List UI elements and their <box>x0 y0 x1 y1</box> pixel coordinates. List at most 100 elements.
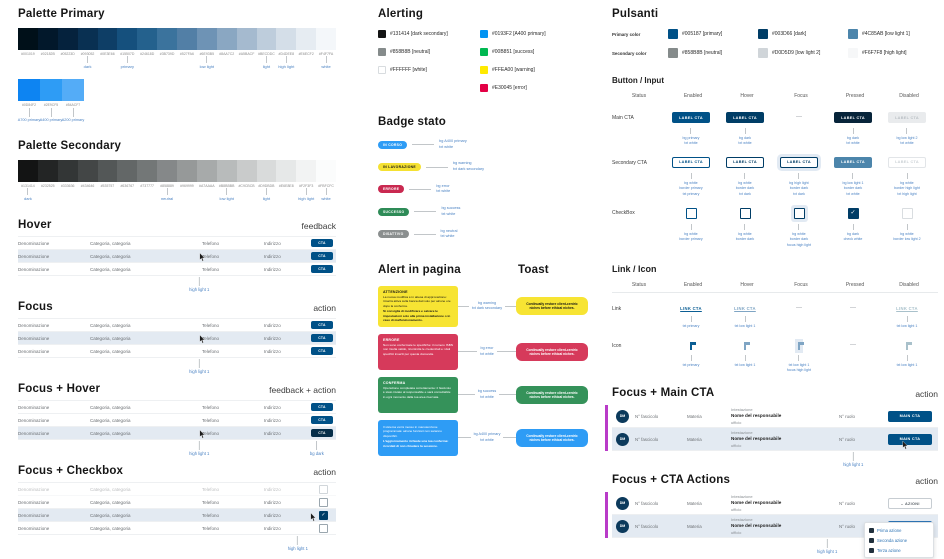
spec-note: high light 1 <box>287 546 308 551</box>
link-sample[interactable]: LINK CTA <box>734 306 756 312</box>
cursor-icon <box>902 441 908 450</box>
label-cta-button[interactable]: LABEL CTA <box>726 112 764 123</box>
alert-body: La nuova modifica è in attesa di approva… <box>383 294 451 308</box>
palette-swatch-cell: #232525 <box>37 160 58 203</box>
annotation: bg success txt white <box>458 389 517 400</box>
hex-label: #527FA6 <box>179 52 194 56</box>
toast: Continually restore client-centric niche… <box>516 297 588 316</box>
checkbox[interactable] <box>793 207 805 219</box>
tick-label: high light <box>298 196 315 201</box>
hover-section-title: Hover <box>18 219 52 231</box>
flag-icon[interactable] <box>690 341 696 350</box>
main-cta-button[interactable]: MAIN CTA <box>888 433 932 445</box>
secondary-cta-row-label: Secondary CTA <box>612 159 647 166</box>
avatar: DM <box>616 409 629 423</box>
label-cta-button[interactable]: LABEL CTA <box>672 156 710 168</box>
row-checkbox[interactable] <box>319 497 328 507</box>
cell-categoria: Categoria, categoria <box>90 430 131 436</box>
color-swatch <box>378 48 386 56</box>
link-row-label: Link <box>612 306 622 313</box>
tick-label: white <box>321 64 331 69</box>
row-list: DM N° fascicolo Materia Intestazione Nom… <box>612 405 938 452</box>
checkbox[interactable] <box>901 207 913 219</box>
cell-telefono: Telefono <box>202 266 220 272</box>
azioni-button[interactable]: ⌄ AZIONI <box>888 497 932 509</box>
connector-line <box>409 188 432 190</box>
table-row: DM N° fascicolo Materia Intestazione Nom… <box>612 405 938 429</box>
cell-indirizzo: Indirizzo <box>264 348 281 354</box>
cta-button[interactable]: CTA <box>311 403 333 411</box>
color-chip: #4C85AB [low light 1] <box>848 29 938 39</box>
flag-icon[interactable] <box>744 341 750 350</box>
label-cta-button[interactable]: LABEL CTA <box>888 156 926 168</box>
cta-button[interactable]: CTA <box>311 334 333 342</box>
label-cta-button[interactable]: LABEL CTA <box>834 156 872 168</box>
menu-item[interactable]: Terza azione <box>865 545 933 555</box>
cell-categoria: Categoria, categoria <box>90 322 131 328</box>
row-checkbox[interactable] <box>319 523 328 533</box>
cta-button[interactable]: CTA <box>311 416 333 424</box>
hex-label: #A5BACF <box>238 52 255 56</box>
cell-telefono: Telefono <box>202 512 220 518</box>
label-cta-button[interactable]: LABEL CTA <box>834 112 872 123</box>
alert-box: CONFERMA Operazione completata correttam… <box>378 376 458 413</box>
not-applicable-dash: — <box>850 341 856 348</box>
checkbox[interactable] <box>847 207 859 219</box>
hover-demo-table: Denominazione Categoria, categoria Telef… <box>18 236 336 276</box>
table-row: Denominazione Categoria, categoria Telef… <box>18 332 336 345</box>
label-cta-button[interactable]: LABEL CTA <box>672 112 710 123</box>
cell-materia: Materia <box>687 500 702 506</box>
action-tag: action <box>313 467 336 477</box>
tick-label: white <box>321 196 331 201</box>
color-swatch <box>236 28 257 50</box>
menu-item-label: Prima azione <box>877 527 902 533</box>
hex-label: #24618D <box>140 52 155 56</box>
alert-toast-row: ATTENZIONE La nuova modifica è in attesa… <box>378 285 590 327</box>
label-cta-button[interactable]: LABEL CTA <box>726 156 764 168</box>
hex-label: #F4F7FA <box>318 52 334 56</box>
color-swatch <box>57 160 78 182</box>
badge-list: IN CORSO bg A400 primary txt white IN LA… <box>378 139 590 240</box>
label-cta-button[interactable]: LABEL CTA <box>780 156 818 168</box>
color-swatch <box>196 28 217 50</box>
main-cta-row-label: Main CTA <box>612 115 634 121</box>
palette-swatch-cell: #737777 <box>137 160 158 203</box>
feedback-action-tag: feedback + action <box>269 385 336 395</box>
row-checkbox[interactable] <box>319 510 328 520</box>
cta-button[interactable]: CTA <box>311 321 333 329</box>
row-checkbox[interactable] <box>319 484 328 494</box>
menu-item[interactable]: Prima azione <box>865 525 933 535</box>
color-label: #E30045 [error] <box>492 85 527 91</box>
row-list: DM N° fascicolo Materia Intestazione Nom… <box>612 492 938 539</box>
menu-item[interactable]: Seconda azione <box>865 535 933 545</box>
alert-title: CONFERMA <box>383 380 406 385</box>
state-cell: bg white border dark <box>718 207 772 248</box>
cta-button[interactable]: CTA <box>311 265 333 273</box>
color-swatch <box>758 29 768 39</box>
table-row: DM N° fascicolo Materia Intestazione Nom… <box>612 428 938 452</box>
checkbox[interactable] <box>685 207 697 219</box>
spec-note: high light 1 <box>189 287 210 292</box>
cell-indirizzo: Indirizzo <box>264 253 281 259</box>
cta-button[interactable]: CTA <box>311 239 333 247</box>
cta-button[interactable]: CTA <box>311 252 333 260</box>
main-cta-button[interactable]: MAIN CTA <box>888 410 932 422</box>
tick-line <box>28 108 30 117</box>
badge-item: IN LAVORAZIONE bg warning txt dark secon… <box>378 161 590 172</box>
cta-button[interactable]: CTA <box>311 429 333 437</box>
cell-indirizzo: Indirizzo <box>264 486 281 492</box>
link-sample[interactable]: LINK CTA <box>896 306 918 312</box>
spec-note: txt low light 1 <box>897 355 918 368</box>
checkbox[interactable] <box>739 207 751 219</box>
palette-swatch-cell: #F4F7FA white <box>316 28 336 71</box>
flag-icon[interactable] <box>906 341 912 350</box>
flag-icon[interactable] <box>798 341 804 350</box>
link-sample[interactable]: LINK CTA <box>680 306 702 312</box>
label-cta-button[interactable]: LABEL CTA <box>888 112 926 123</box>
cta-button[interactable]: CTA <box>311 347 333 355</box>
tick-line <box>285 56 287 63</box>
cell-indirizzo: Indirizzo <box>264 266 281 272</box>
hex-label: #2E9CF5 <box>43 103 59 107</box>
color-swatch <box>276 160 297 182</box>
cell-indirizzo: Indirizzo <box>264 404 281 410</box>
